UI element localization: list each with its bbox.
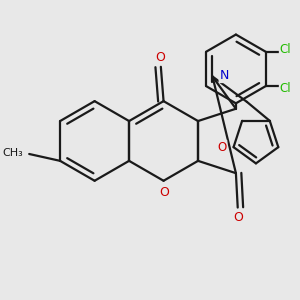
Text: O: O: [234, 211, 244, 224]
Text: Cl: Cl: [280, 43, 291, 56]
Text: Cl: Cl: [280, 82, 291, 95]
Text: O: O: [217, 141, 226, 154]
Text: CH₃: CH₃: [2, 148, 23, 158]
Text: O: O: [160, 186, 170, 199]
Text: O: O: [155, 51, 165, 64]
Text: N: N: [220, 69, 229, 82]
